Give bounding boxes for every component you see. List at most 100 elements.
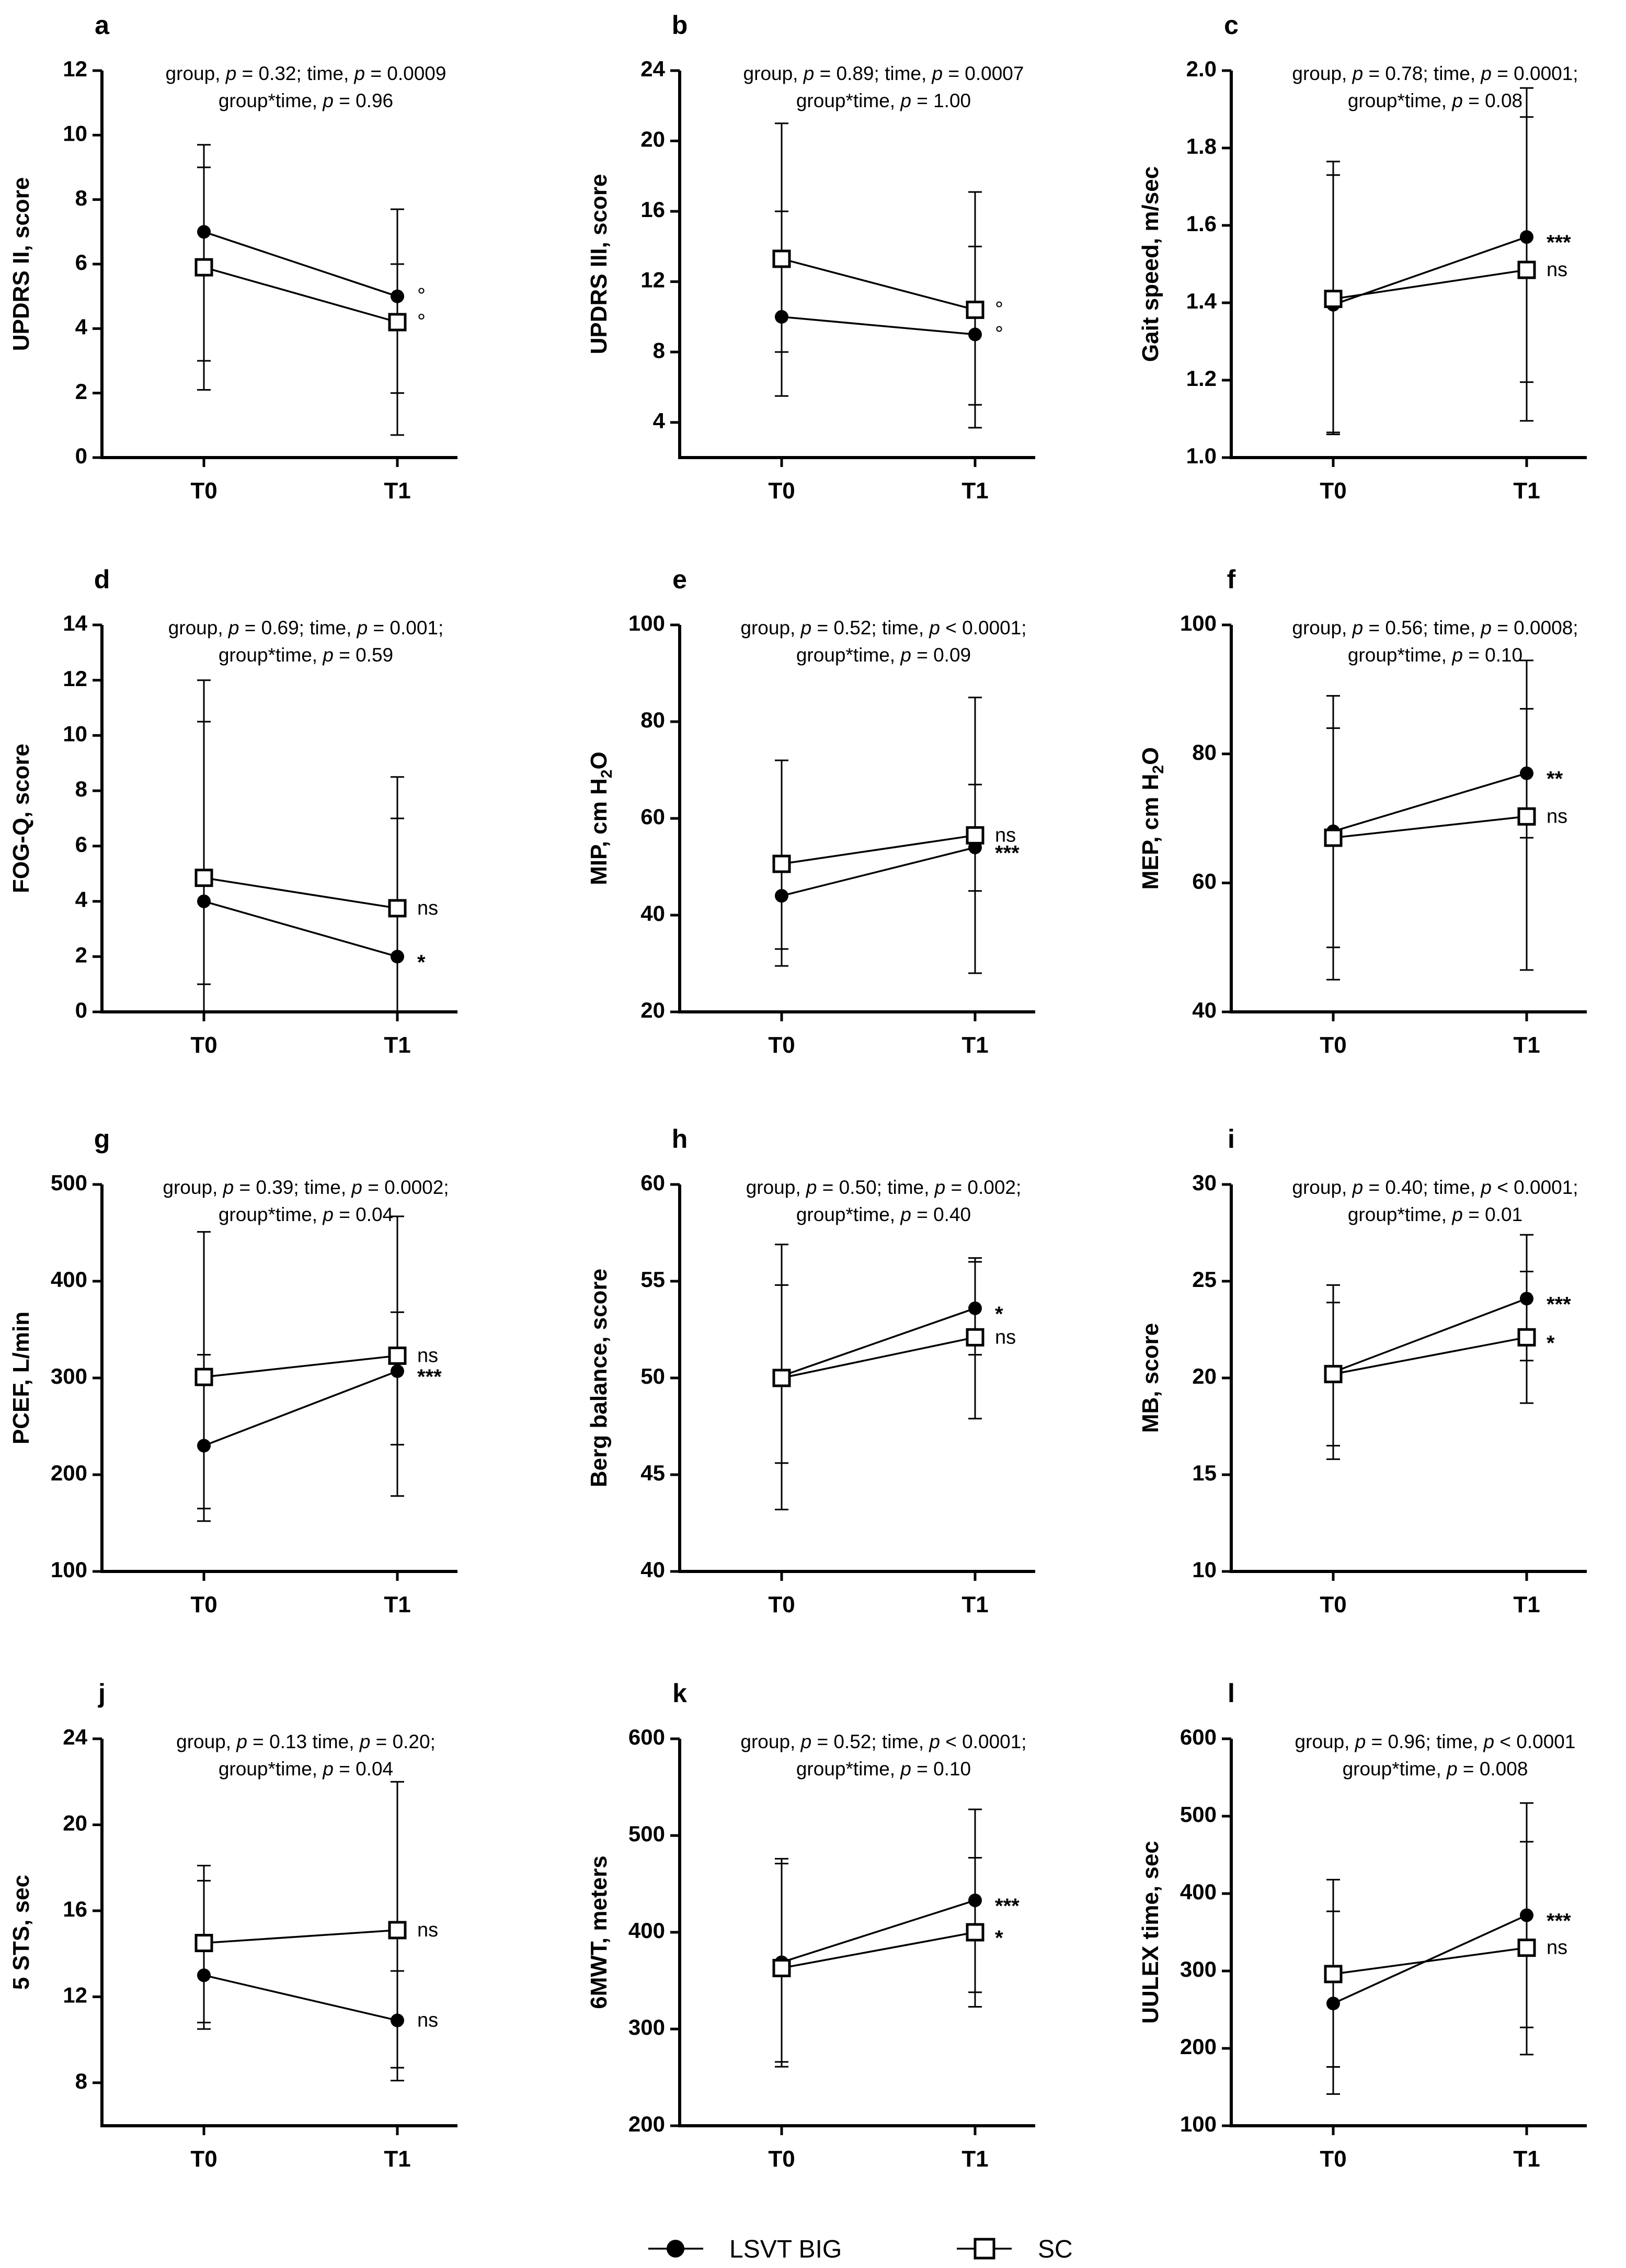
series-line xyxy=(1333,1336,1527,1375)
y-tick-label: 20 xyxy=(63,1811,87,1836)
significance-marker: * xyxy=(417,951,426,974)
y-tick-label: 80 xyxy=(1192,740,1217,765)
x-tick-label-t1: T1 xyxy=(384,2146,410,2172)
y-tick-label: 500 xyxy=(51,1170,87,1195)
y-tick-label: 4 xyxy=(653,408,666,433)
chart-panel-i: i 10 15 20 25 30 T0 T1 MB, score group, p = 0.40;… xyxy=(1138,1124,1587,1617)
significance-marker: ns xyxy=(1547,805,1567,827)
y-tick-label: 1.8 xyxy=(1186,134,1217,158)
significance-marker: *** xyxy=(1547,1909,1571,1932)
chart-panel-l: l 100 200 300 400 500 600 T0 T1 UULEX time, sec gr… xyxy=(1138,1679,1587,2172)
stats-line-1: group, p = 0.50; time, p = 0.002; xyxy=(746,1177,1022,1198)
series-line xyxy=(781,258,976,311)
y-axis-label: MEP, cm H2O xyxy=(1138,747,1167,890)
significance-marker: ° xyxy=(417,310,426,333)
sc-marker-t1 xyxy=(966,1923,984,1942)
legend-lsvt-marker xyxy=(667,2240,684,2258)
chart-panel-b: b 4 8 12 16 20 24 T0 T1 UPDRS III, score group, p … xyxy=(586,10,1035,504)
y-tick-label: 400 xyxy=(628,1918,665,1943)
y-tick-label: 4 xyxy=(75,887,88,912)
sc-marker-t0 xyxy=(194,258,213,277)
x-tick-label-t1: T1 xyxy=(384,478,410,504)
x-tick-label-t0: T0 xyxy=(768,478,795,504)
stats-line-1: group, p = 0.39; time, p = 0.0002; xyxy=(163,1177,449,1198)
y-tick-label: 10 xyxy=(63,121,87,145)
y-tick-label: 40 xyxy=(640,1557,665,1582)
series-line xyxy=(1333,1297,1527,1373)
series-sc: ns xyxy=(1324,116,1567,434)
sc-marker-t0 xyxy=(772,1369,791,1387)
y-tick-label: 10 xyxy=(1192,1557,1217,1582)
y-tick-label: 60 xyxy=(1192,869,1217,893)
y-tick-label: 6 xyxy=(75,250,87,275)
chart-panel-g: g 100 200 300 400 500 T0 T1 PCEF, L/min group, p … xyxy=(8,1124,457,1617)
y-tick-label: 2 xyxy=(75,379,87,404)
y-tick-label: 8 xyxy=(75,2069,87,2093)
sc-marker-t1 xyxy=(966,300,984,319)
series-sc: ° xyxy=(772,122,1003,406)
y-tick-label: 15 xyxy=(1192,1461,1217,1485)
significance-marker: ns xyxy=(995,1326,1016,1348)
stats-line-2: group*time, p = 0.09 xyxy=(796,644,971,666)
y-tick-label: 14 xyxy=(63,611,87,635)
chart-panel-c: c 1.0 1.2 1.4 1.6 1.8 2.0 T0 T1 Gait speed, m/sec… xyxy=(1138,10,1587,504)
y-axis-label: Gait speed, m/sec xyxy=(1138,166,1163,362)
x-tick-label-t1: T1 xyxy=(961,478,988,504)
x-tick-label-t0: T0 xyxy=(190,1032,217,1058)
series-sc: ns xyxy=(194,1781,438,2069)
series-lsvt: *** xyxy=(1326,1234,1571,1460)
y-tick-label: 8 xyxy=(75,186,87,210)
significance-marker: * xyxy=(995,1927,1003,1950)
panel-label-j: j xyxy=(98,1679,106,1708)
y-axis-label: MB, score xyxy=(1138,1323,1163,1433)
stats-line-1: group, p = 0.32; time, p = 0.0009 xyxy=(166,63,446,84)
chart-panel-d: d 0 2 4 6 8 10 12 14 T0 T1 FOG-Q, score group, p = 0… xyxy=(8,565,457,1058)
panel-label-b: b xyxy=(672,10,688,40)
x-tick-label-t1: T1 xyxy=(1513,1032,1540,1058)
series-sc: ns xyxy=(772,1261,1016,1464)
y-tick-label: 1.0 xyxy=(1186,443,1217,468)
panel-label-f: f xyxy=(1227,565,1236,594)
stats-line-1: group, p = 0.13 time, p = 0.20; xyxy=(176,1731,436,1752)
x-tick-label-t0: T0 xyxy=(768,2146,795,2172)
series-line xyxy=(781,834,976,865)
sc-marker-t1 xyxy=(388,1346,407,1365)
chart-panel-j: j 8 12 16 20 24 T0 T1 5 STS, sec group, p = 0.13 … xyxy=(8,1679,457,2172)
y-tick-label: 10 xyxy=(63,722,87,746)
y-tick-label: 200 xyxy=(628,2112,665,2136)
legend-sc: SC xyxy=(957,2236,1073,2263)
y-tick-label: 600 xyxy=(628,1725,665,1749)
y-tick-label: 1.6 xyxy=(1186,211,1217,236)
stats-line-1: group, p = 0.40; time, p < 0.0001; xyxy=(1292,1177,1578,1198)
x-tick-label-t1: T1 xyxy=(384,1592,410,1617)
sc-marker-t0 xyxy=(1324,1965,1343,1984)
y-tick-label: 25 xyxy=(1192,1267,1217,1292)
y-tick-label: 12 xyxy=(63,56,87,81)
y-tick-label: 500 xyxy=(1180,1802,1217,1827)
x-tick-label-t0: T0 xyxy=(190,2146,217,2172)
y-tick-label: 100 xyxy=(1180,611,1217,635)
series-line xyxy=(203,231,398,298)
stats-line-2: group*time, p = 0.01 xyxy=(1348,1204,1522,1225)
y-tick-label: 30 xyxy=(1192,1170,1217,1195)
y-tick-label: 200 xyxy=(51,1461,87,1485)
stats-line-2: group*time, p = 0.08 xyxy=(1348,90,1522,111)
y-tick-label: 1.2 xyxy=(1186,366,1217,391)
y-tick-label: 2 xyxy=(75,942,87,967)
sc-marker-t1 xyxy=(1517,807,1536,826)
series-sc: * xyxy=(1324,1271,1555,1446)
series-line xyxy=(203,876,398,909)
y-tick-label: 8 xyxy=(653,338,665,362)
y-axis-label: UPDRS III, score xyxy=(586,174,612,355)
series-line xyxy=(1333,269,1527,300)
x-tick-label-t1: T1 xyxy=(1513,2146,1540,2172)
stats-line-2: group*time, p = 0.96 xyxy=(219,90,393,111)
stats-line-2: group*time, p = 0.10 xyxy=(796,1758,971,1780)
y-tick-label: 8 xyxy=(75,777,87,801)
y-tick-label: 100 xyxy=(628,611,665,635)
series-lsvt: ° xyxy=(197,144,426,394)
y-tick-label: 300 xyxy=(51,1364,87,1388)
series-sc: ns xyxy=(1324,659,1567,971)
sc-marker-t0 xyxy=(772,249,791,268)
x-tick-label-t0: T0 xyxy=(1320,1032,1346,1058)
